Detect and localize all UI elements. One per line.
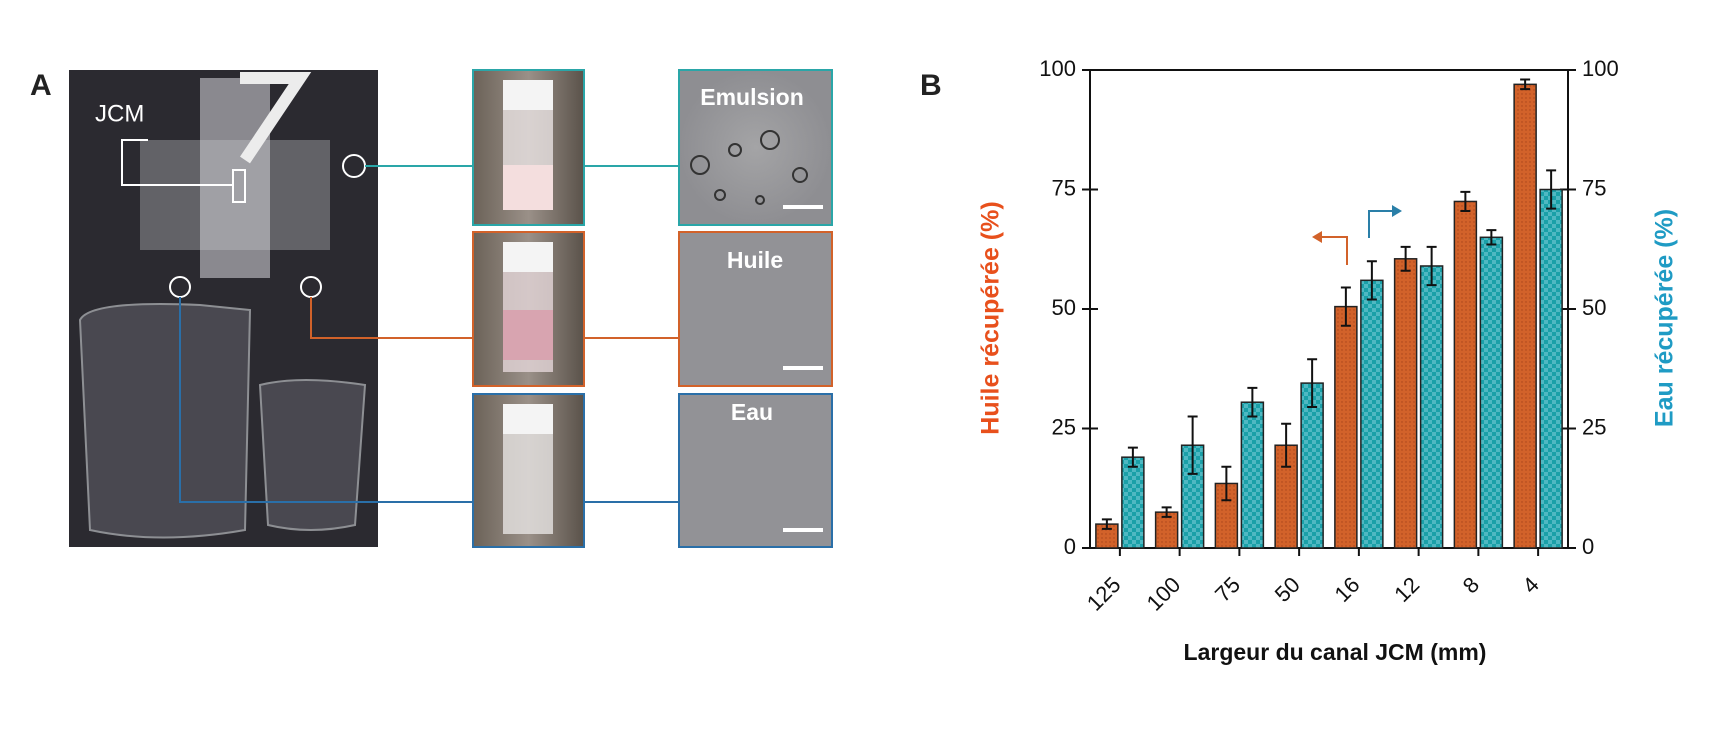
- error-bar: [1127, 446, 1138, 468]
- x-tick-label: 12: [1389, 572, 1424, 607]
- bar: [1334, 305, 1358, 549]
- error-bar: [1221, 465, 1232, 502]
- image-label: Huile: [727, 247, 783, 273]
- y-tick-label: 50: [1052, 295, 1076, 320]
- bar: [1360, 279, 1384, 549]
- x-tick-label: 8: [1458, 572, 1484, 598]
- annotation: JCM: [95, 100, 144, 127]
- x-tick-label: 50: [1270, 572, 1305, 607]
- image-label: Eau: [731, 399, 773, 425]
- axis-arrows: [1312, 205, 1402, 265]
- x-tick-label: 125: [1082, 572, 1126, 616]
- y2-tick-label: 100: [1582, 56, 1619, 81]
- y2-tick-label: 75: [1582, 175, 1606, 200]
- y2-tick-label: 50: [1582, 295, 1606, 320]
- error-bar: [1161, 506, 1172, 518]
- error-bar: [1486, 229, 1497, 246]
- error-bar: [1426, 245, 1437, 287]
- bar: [1479, 236, 1504, 549]
- y2-axis-label: Eau récupérée (%): [1651, 209, 1679, 427]
- y2-tick-label: 25: [1582, 414, 1606, 439]
- panel-label: B: [920, 69, 942, 102]
- x-tick-label: 100: [1142, 572, 1186, 616]
- bar: [1453, 200, 1478, 549]
- error-bar: [1520, 78, 1531, 91]
- y-tick-label: 75: [1052, 175, 1076, 200]
- micrographs: [678, 69, 833, 548]
- error-bar: [1307, 358, 1318, 408]
- y-tick-label: 100: [1039, 56, 1076, 81]
- x-axis-label: Largeur du canal JCM (mm): [1184, 639, 1487, 665]
- y-tick-label: 0: [1064, 534, 1076, 559]
- bar: [1121, 456, 1145, 549]
- vials: [472, 69, 585, 548]
- y-tick-label: 25: [1052, 414, 1076, 439]
- bar: [1240, 401, 1265, 549]
- error-bar: [1366, 260, 1377, 301]
- x-tick-label: 16: [1330, 572, 1365, 607]
- device-photo: [69, 70, 378, 547]
- error-bar: [1460, 190, 1471, 213]
- panel-label: A: [30, 69, 52, 102]
- error-bar: [1400, 245, 1411, 272]
- error-bar: [1187, 415, 1198, 475]
- error-bar: [1247, 386, 1258, 418]
- error-bar: [1101, 518, 1112, 530]
- y-axis-label: Huile récupérée (%): [977, 201, 1005, 434]
- bar: [1539, 188, 1563, 549]
- bar: [1419, 265, 1444, 549]
- error-bar: [1281, 422, 1292, 468]
- bar: [1393, 258, 1418, 549]
- y2-tick-label: 0: [1582, 534, 1594, 559]
- x-tick-label: 75: [1210, 572, 1245, 607]
- error-bar: [1546, 169, 1557, 210]
- error-bar: [1340, 286, 1351, 327]
- image-label: Emulsion: [700, 84, 804, 110]
- x-tick-label: 4: [1517, 572, 1543, 598]
- bar: [1513, 83, 1537, 549]
